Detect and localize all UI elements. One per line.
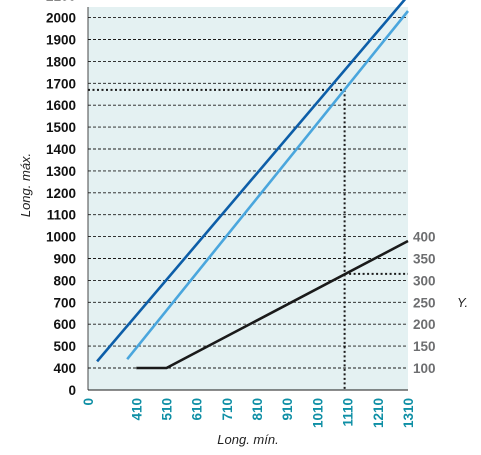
y-tick-label: 700 [53, 295, 76, 310]
series-line-3 [136, 239, 409, 370]
y-tick-label: 2000 [46, 11, 76, 26]
y-tick-label: 400 [53, 361, 76, 376]
x-tick-label: 1310 [401, 398, 416, 428]
series-line-2 [126, 10, 410, 361]
y2-tick-label: 150 [413, 339, 436, 354]
y2-tick-label: 300 [413, 273, 436, 288]
y-tick-label: 1700 [46, 76, 76, 91]
y-tick-label: 1200 [46, 186, 76, 201]
x-axis-label: Long. mín. [217, 432, 278, 447]
y2-tick-label: 400 [413, 230, 436, 245]
x-tick-label: 510 [160, 398, 175, 421]
y2-tick-label: 100 [413, 361, 436, 376]
x-tick-label: 0 [81, 398, 96, 406]
y-tick-label: 1400 [46, 142, 76, 157]
series-line-1 [96, 0, 407, 363]
x-tick-label: 910 [280, 398, 295, 421]
x-tick-label: 1110 [341, 398, 356, 427]
y2-axis-ticks: 100 150 200 250 300 350 400 [413, 230, 436, 376]
y-tick-label: 600 [53, 317, 76, 332]
series-lines [96, 0, 410, 370]
x-tick-label: 710 [220, 398, 235, 421]
y-tick-label: 1800 [46, 54, 76, 69]
y-tick-label: 1100 [47, 208, 76, 223]
y-tick-label: 500 [53, 339, 76, 354]
y-tick-label: 2100 [46, 0, 76, 4]
y-tick-label: 1300 [46, 164, 76, 179]
y2-tick-label: 200 [413, 317, 436, 332]
y2-tick-label: 350 [413, 252, 436, 267]
x-tick-label: 1010 [310, 398, 325, 428]
y2-axis-label: Y. [457, 295, 468, 310]
y-tick-label: 1000 [46, 230, 76, 245]
y-tick-label: 1600 [46, 98, 76, 113]
x-axis-ticks: 0 410 510 610 710 810 910 1010 1110 1210 1310 [81, 398, 416, 428]
y-tick-label: 1500 [46, 120, 76, 135]
x-tick-label: 1210 [371, 398, 386, 428]
y-tick-label: 1900 [46, 33, 76, 48]
x-tick-label: 610 [190, 398, 205, 421]
x-tick-label: 410 [129, 398, 144, 421]
y-axis-ticks: 0 400 500 600 700 800 900 1000 1100 1200 1300 1400 1… [46, 0, 76, 398]
y2-tick-label: 250 [413, 295, 436, 310]
grid-lines [87, 7, 408, 391]
y-tick-label: 0 [68, 383, 76, 398]
y-tick-label: 900 [53, 252, 76, 267]
reference-lines [88, 88, 408, 390]
y-axis-label: Long. máx. [18, 153, 33, 217]
plot-background [88, 7, 408, 390]
x-tick-label: 810 [250, 398, 265, 421]
y-tick-label: 800 [53, 273, 76, 288]
